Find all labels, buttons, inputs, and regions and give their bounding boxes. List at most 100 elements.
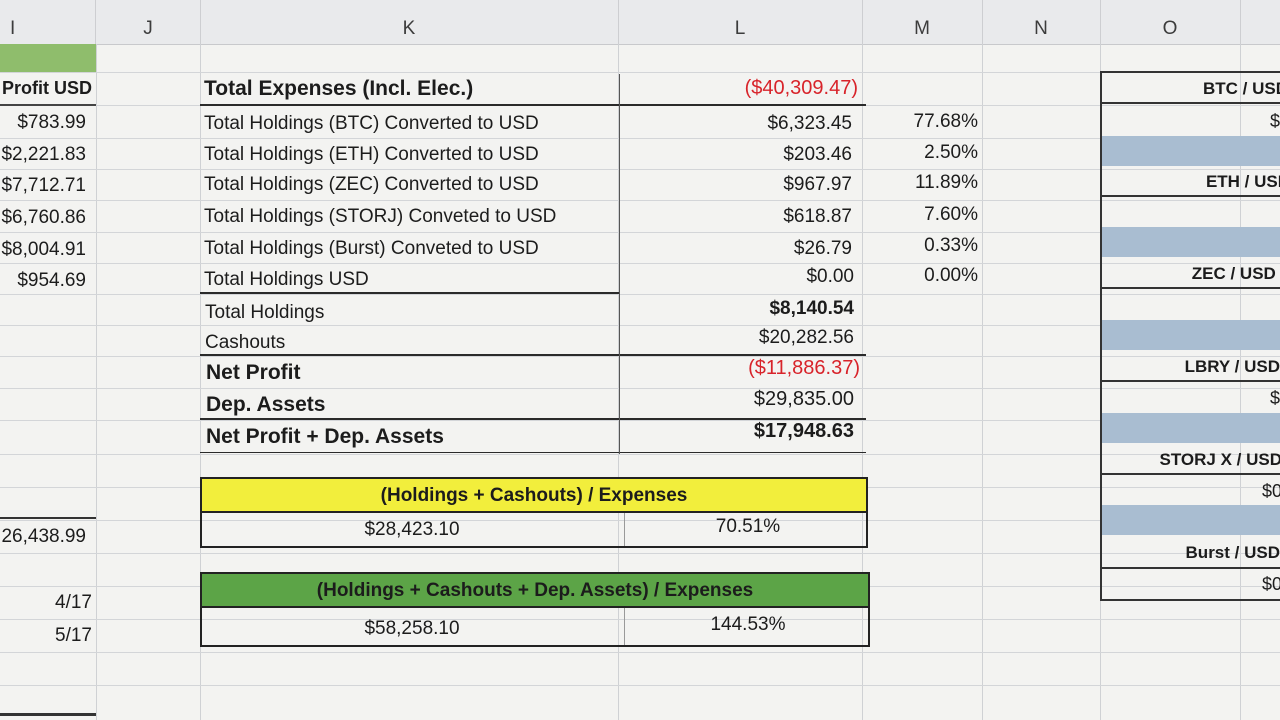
holdings-value[interactable]: $203.46 — [783, 144, 852, 165]
column-header-l[interactable]: L — [618, 0, 863, 44]
ratio-amount[interactable]: $28,423.10 — [364, 519, 460, 540]
profit-usd-cell[interactable]: $7,712.71 — [1, 175, 86, 196]
cashouts-value[interactable]: $20,282.56 — [758, 327, 854, 348]
ratio-amount[interactable]: $58,258.10 — [364, 618, 460, 639]
net-plus-dep-value[interactable]: $17,948.63 — [753, 420, 854, 442]
total-border — [0, 517, 96, 519]
gridline — [0, 553, 1280, 554]
column-header-i[interactable]: I — [0, 0, 96, 44]
holdings-pct[interactable]: 11.89% — [914, 172, 978, 193]
profit-usd-cell[interactable]: $2,221.83 — [1, 144, 86, 165]
column-header-k[interactable]: K — [200, 0, 619, 44]
ratio-box-title[interactable]: (Holdings + Cashouts + Dep. Assets) / Ex… — [202, 574, 868, 608]
holdings-value[interactable]: $618.87 — [783, 206, 852, 227]
holdings-label[interactable]: Total Holdings (BTC) Converted to USD — [204, 113, 539, 134]
holdings-label[interactable]: Total Holdings (Burst) Conveted to USD — [204, 238, 539, 259]
panel-band — [1102, 413, 1280, 443]
total-expenses-label[interactable]: Total Expenses (Incl. Elec.) — [204, 77, 474, 100]
panel-separator — [1102, 102, 1280, 104]
total-expenses-value[interactable]: ($40,309.47) — [744, 77, 858, 99]
ratio-box-holdings-cashouts: (Holdings + Cashouts) / Expenses $28,423… — [200, 477, 868, 548]
table-border — [200, 354, 866, 356]
rate-label[interactable]: STORJ X / USD — [1159, 450, 1280, 469]
dep-assets-label[interactable]: Dep. Assets — [206, 393, 326, 416]
table-border — [619, 74, 620, 454]
holdings-value[interactable]: $0.00 — [806, 266, 854, 287]
rate-label[interactable]: ZEC / USD $ — [1191, 264, 1280, 283]
rate-value[interactable]: $0 — [1261, 481, 1280, 501]
rate-label[interactable]: LBRY / USD — [1184, 357, 1280, 376]
exchange-rate-panel: BTC / USD $2 ETH / USD $ ZEC / USD $ $ L… — [1100, 71, 1280, 601]
cashouts-label[interactable]: Cashouts — [205, 332, 286, 353]
holdings-pct[interactable]: 7.60% — [924, 204, 978, 225]
gridline — [982, 44, 983, 720]
profit-usd-total[interactable]: 26,438.99 — [1, 526, 86, 547]
table-border — [200, 452, 866, 453]
rate-value[interactable]: $0 — [1261, 574, 1280, 594]
header-fill-green — [0, 44, 96, 72]
panel-band — [1102, 320, 1280, 350]
holdings-pct[interactable]: 0.33% — [924, 235, 978, 256]
profit-usd-cell[interactable]: $783.99 — [17, 112, 86, 133]
rate-value[interactable]: $2 — [1269, 111, 1280, 131]
total-holdings-label[interactable]: Total Holdings — [205, 302, 325, 323]
table-border — [200, 104, 866, 106]
table-border — [200, 292, 620, 294]
holdings-value[interactable]: $26.79 — [793, 238, 852, 259]
gridline — [0, 619, 1280, 620]
ratio-box-title[interactable]: (Holdings + Cashouts) / Expenses — [202, 479, 866, 513]
date-cell[interactable]: 4/17 — [55, 592, 92, 613]
profit-usd-cell[interactable]: $8,004.91 — [1, 239, 86, 260]
net-profit-label[interactable]: Net Profit — [206, 361, 301, 384]
gridline — [618, 44, 619, 720]
rate-value[interactable]: $0 — [1269, 388, 1280, 408]
holdings-label[interactable]: Total Holdings (ETH) Converted to USD — [204, 144, 539, 165]
holdings-value[interactable]: $967.97 — [783, 174, 852, 195]
gridline — [0, 520, 1280, 521]
net-plus-dep-label[interactable]: Net Profit + Dep. Assets — [206, 425, 444, 448]
ratio-percent[interactable]: 144.53% — [710, 614, 786, 635]
rate-label[interactable]: Burst / USD — [1185, 543, 1280, 562]
gridline — [0, 454, 1280, 455]
profit-usd-header: Profit USD — [2, 78, 92, 98]
holdings-pct[interactable]: 77.68% — [913, 111, 978, 132]
profit-usd-cell[interactable]: $954.69 — [17, 270, 86, 291]
rate-label[interactable]: BTC / USD — [1203, 79, 1280, 98]
holdings-value[interactable]: $6,323.45 — [767, 113, 852, 134]
column-header-m[interactable]: M — [862, 0, 983, 44]
holdings-label[interactable]: Total Holdings (ZEC) Converted to USD — [204, 174, 539, 195]
ratio-box-with-dep-assets: (Holdings + Cashouts + Dep. Assets) / Ex… — [200, 572, 870, 647]
total-holdings-value[interactable]: $8,140.54 — [769, 298, 854, 319]
gridline — [0, 169, 1280, 170]
dep-assets-value[interactable]: $29,835.00 — [753, 388, 854, 410]
profit-usd-header-cell[interactable] — [0, 74, 96, 106]
gridline — [0, 356, 1280, 357]
column-header-p[interactable] — [1240, 0, 1280, 44]
rate-label[interactable]: ETH / USD — [1205, 172, 1280, 191]
column-header-j[interactable]: J — [96, 0, 201, 44]
holdings-label[interactable]: Total Holdings (STORJ) Conveted to USD — [204, 206, 557, 227]
gridline — [0, 420, 1280, 421]
panel-separator — [1102, 567, 1280, 569]
gridline — [0, 263, 1280, 264]
column-header-n[interactable]: N — [982, 0, 1101, 44]
panel-separator — [1102, 287, 1280, 289]
gridline — [862, 44, 863, 720]
gridline — [0, 232, 1280, 233]
holdings-label[interactable]: Total Holdings USD — [204, 269, 369, 290]
profit-usd-cell[interactable]: $6,760.86 — [1, 207, 86, 228]
holdings-pct[interactable]: 0.00% — [924, 265, 978, 286]
net-profit-value[interactable]: ($11,886.37) — [748, 357, 860, 379]
ratio-percent[interactable]: 70.51% — [715, 516, 781, 537]
date-cell[interactable]: 5/17 — [55, 625, 92, 646]
panel-band — [1102, 505, 1280, 535]
table-border — [200, 418, 866, 420]
gridline — [0, 138, 1280, 139]
holdings-pct[interactable]: 2.50% — [924, 142, 978, 163]
gridline — [0, 388, 1280, 389]
column-header-o[interactable]: O — [1100, 0, 1241, 44]
panel-separator — [1102, 195, 1280, 197]
gridline — [200, 44, 201, 720]
gridline — [0, 200, 1280, 201]
